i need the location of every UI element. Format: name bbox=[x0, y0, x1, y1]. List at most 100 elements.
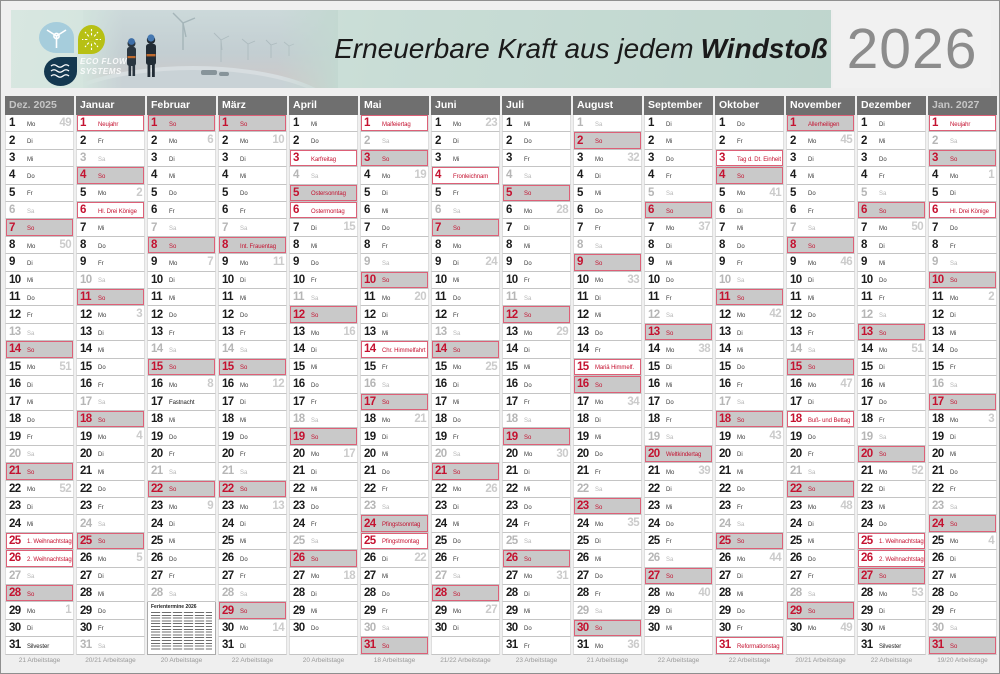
weekday-label: Sa bbox=[666, 435, 674, 442]
weekday-label: Mo bbox=[382, 295, 391, 302]
day-cell: 30 Mi bbox=[644, 619, 713, 638]
week-number: 51 bbox=[911, 343, 923, 356]
weekday-label: Sa bbox=[311, 539, 319, 546]
day-number: 23 bbox=[861, 500, 873, 513]
day-number: 9 bbox=[80, 256, 86, 269]
day-cell: 23 Mo 48 bbox=[786, 497, 855, 516]
day-number: 13 bbox=[790, 326, 802, 339]
week-number: 46 bbox=[840, 256, 852, 269]
day-number: 31 bbox=[506, 639, 518, 652]
day-cell: 1 Maifeiertag bbox=[360, 115, 429, 133]
day-number: 14 bbox=[222, 343, 234, 356]
day-cell: 21 Di bbox=[502, 463, 571, 481]
day-cell: 2 Mo 45 bbox=[786, 132, 855, 150]
day-cell: 14 Mi bbox=[76, 341, 145, 359]
weekday-label: Sa bbox=[240, 591, 248, 598]
weekday-label: Di bbox=[169, 522, 175, 529]
weekday-label: Do bbox=[524, 504, 532, 511]
day-number: 22 bbox=[151, 482, 163, 495]
day-cell: 10 Fr bbox=[289, 271, 358, 290]
weekday-label: Mi bbox=[666, 626, 673, 633]
month-column: Mai 1 Maifeiertag 2 Sa 3 So 4 Mo 19 5 Di 6 Mi 7 Do 8 Fr 9 S… bbox=[360, 96, 429, 667]
holiday-label: Fronleichnam bbox=[453, 173, 489, 180]
day-cell: 19 Do bbox=[147, 428, 216, 446]
day-number: 5 bbox=[577, 186, 583, 199]
holiday-label: 2. Weihnachtstag bbox=[27, 556, 72, 563]
weekday-label: Mi bbox=[382, 574, 389, 581]
weekday-label: Di bbox=[808, 156, 814, 163]
weekday-label: Sa bbox=[453, 330, 461, 337]
day-cell: 15 Fr bbox=[928, 358, 997, 377]
day-cell: 6 Hl. Drei Könige bbox=[928, 202, 997, 220]
weekday-label: Sa bbox=[879, 435, 887, 442]
day-cell: 17 Do bbox=[644, 393, 713, 411]
weekday-label: Fr bbox=[666, 295, 672, 302]
day-number: 20 bbox=[151, 447, 163, 460]
day-cell: 10 Di bbox=[218, 271, 287, 290]
day-cell: 20 Weltkindertag bbox=[644, 445, 713, 464]
weekday-label: Do bbox=[524, 139, 532, 146]
weekday-label: Mi bbox=[595, 435, 602, 442]
weekday-label: So bbox=[98, 539, 106, 546]
day-number: 28 bbox=[861, 587, 873, 600]
weekday-label: Mi bbox=[808, 295, 815, 302]
day-cell: 11 Mo 2 bbox=[928, 289, 997, 307]
day-cell: 21 Do bbox=[360, 463, 429, 481]
week-number: 3 bbox=[136, 308, 142, 321]
day-number: 9 bbox=[364, 256, 370, 269]
day-number: 29 bbox=[719, 604, 731, 617]
day-note-label: Silvester bbox=[27, 643, 50, 650]
day-number: 30 bbox=[9, 621, 21, 634]
day-number: 4 bbox=[9, 169, 15, 182]
weekday-label: So bbox=[808, 609, 816, 616]
day-cell: 13 Mo 29 bbox=[502, 323, 571, 342]
day-number: 26 bbox=[435, 552, 447, 565]
day-number: 8 bbox=[790, 239, 796, 252]
day-cell: 18 Buß- und Bettag bbox=[786, 410, 855, 429]
day-number: 11 bbox=[577, 291, 589, 304]
day-number: 24 bbox=[861, 517, 873, 530]
logo-line1: ECO FLOW bbox=[80, 57, 128, 66]
day-cell: 10 So bbox=[928, 271, 997, 290]
day-cell: 29 Mo 1 bbox=[5, 602, 74, 620]
day-number: 15 bbox=[435, 360, 447, 373]
month-column: April 1 Mi 2 Do 3 Karfreitag 4 Sa 5 Ostersonntag 6 O… bbox=[289, 96, 358, 667]
week-number: 24 bbox=[485, 256, 497, 269]
day-number: 22 bbox=[719, 482, 731, 495]
holiday-label: Allerheiligen bbox=[808, 121, 840, 128]
weekday-label: Fr bbox=[453, 556, 459, 563]
day-number: 19 bbox=[364, 430, 376, 443]
weekday-label: So bbox=[453, 591, 461, 598]
day-cell: 16 Mo 8 bbox=[147, 376, 216, 394]
day-cell: 22 Do bbox=[715, 480, 784, 498]
day-number: 22 bbox=[790, 482, 802, 495]
day-number: 16 bbox=[151, 378, 163, 391]
day-cell: 12 Do bbox=[786, 306, 855, 324]
day-note-label: Fastnacht bbox=[169, 400, 195, 407]
day-number: 4 bbox=[293, 169, 299, 182]
day-cell: 19 Fr bbox=[431, 428, 500, 446]
week-number: 32 bbox=[627, 151, 639, 164]
weekday-label: Sa bbox=[453, 208, 461, 215]
day-cell: 9 Sa bbox=[360, 254, 429, 272]
day-number: 3 bbox=[648, 152, 654, 165]
year-label: 2026 bbox=[833, 10, 991, 88]
ferien-title: Ferientermine 2026 bbox=[151, 604, 197, 611]
day-cell: 28 Do bbox=[928, 584, 997, 603]
weekday-label: Fr bbox=[453, 313, 459, 320]
day-number: 6 bbox=[577, 204, 583, 217]
day-cell: 24 Sa bbox=[715, 515, 784, 533]
day-cell: 4 Mi bbox=[786, 167, 855, 185]
weekday-label: Mi bbox=[382, 330, 389, 337]
weekday-label: Mi bbox=[950, 574, 957, 581]
day-number: 3 bbox=[506, 152, 512, 165]
day-cell: 17 Do bbox=[857, 393, 926, 411]
weekday-label: Sa bbox=[595, 609, 603, 616]
day-number: 8 bbox=[506, 239, 512, 252]
day-number: 1 bbox=[648, 117, 654, 130]
day-cell: 24 So bbox=[928, 515, 997, 533]
day-number: 16 bbox=[932, 378, 944, 391]
weekday-label: Fr bbox=[98, 139, 104, 146]
weekday-label: Fr bbox=[27, 313, 33, 320]
day-number: 13 bbox=[9, 326, 21, 339]
